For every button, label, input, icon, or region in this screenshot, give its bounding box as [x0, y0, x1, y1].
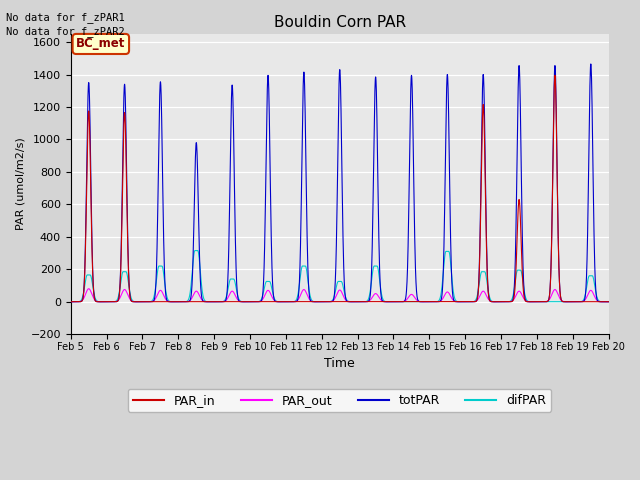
X-axis label: Time: Time	[324, 357, 355, 371]
Y-axis label: PAR (umol/m2/s): PAR (umol/m2/s)	[15, 138, 25, 230]
Text: BC_met: BC_met	[76, 37, 125, 50]
Title: Bouldin Corn PAR: Bouldin Corn PAR	[274, 15, 406, 30]
Text: No data for f_zPAR1: No data for f_zPAR1	[6, 12, 125, 23]
Text: No data for f_zPAR2: No data for f_zPAR2	[6, 26, 125, 37]
Legend: PAR_in, PAR_out, totPAR, difPAR: PAR_in, PAR_out, totPAR, difPAR	[128, 389, 552, 412]
